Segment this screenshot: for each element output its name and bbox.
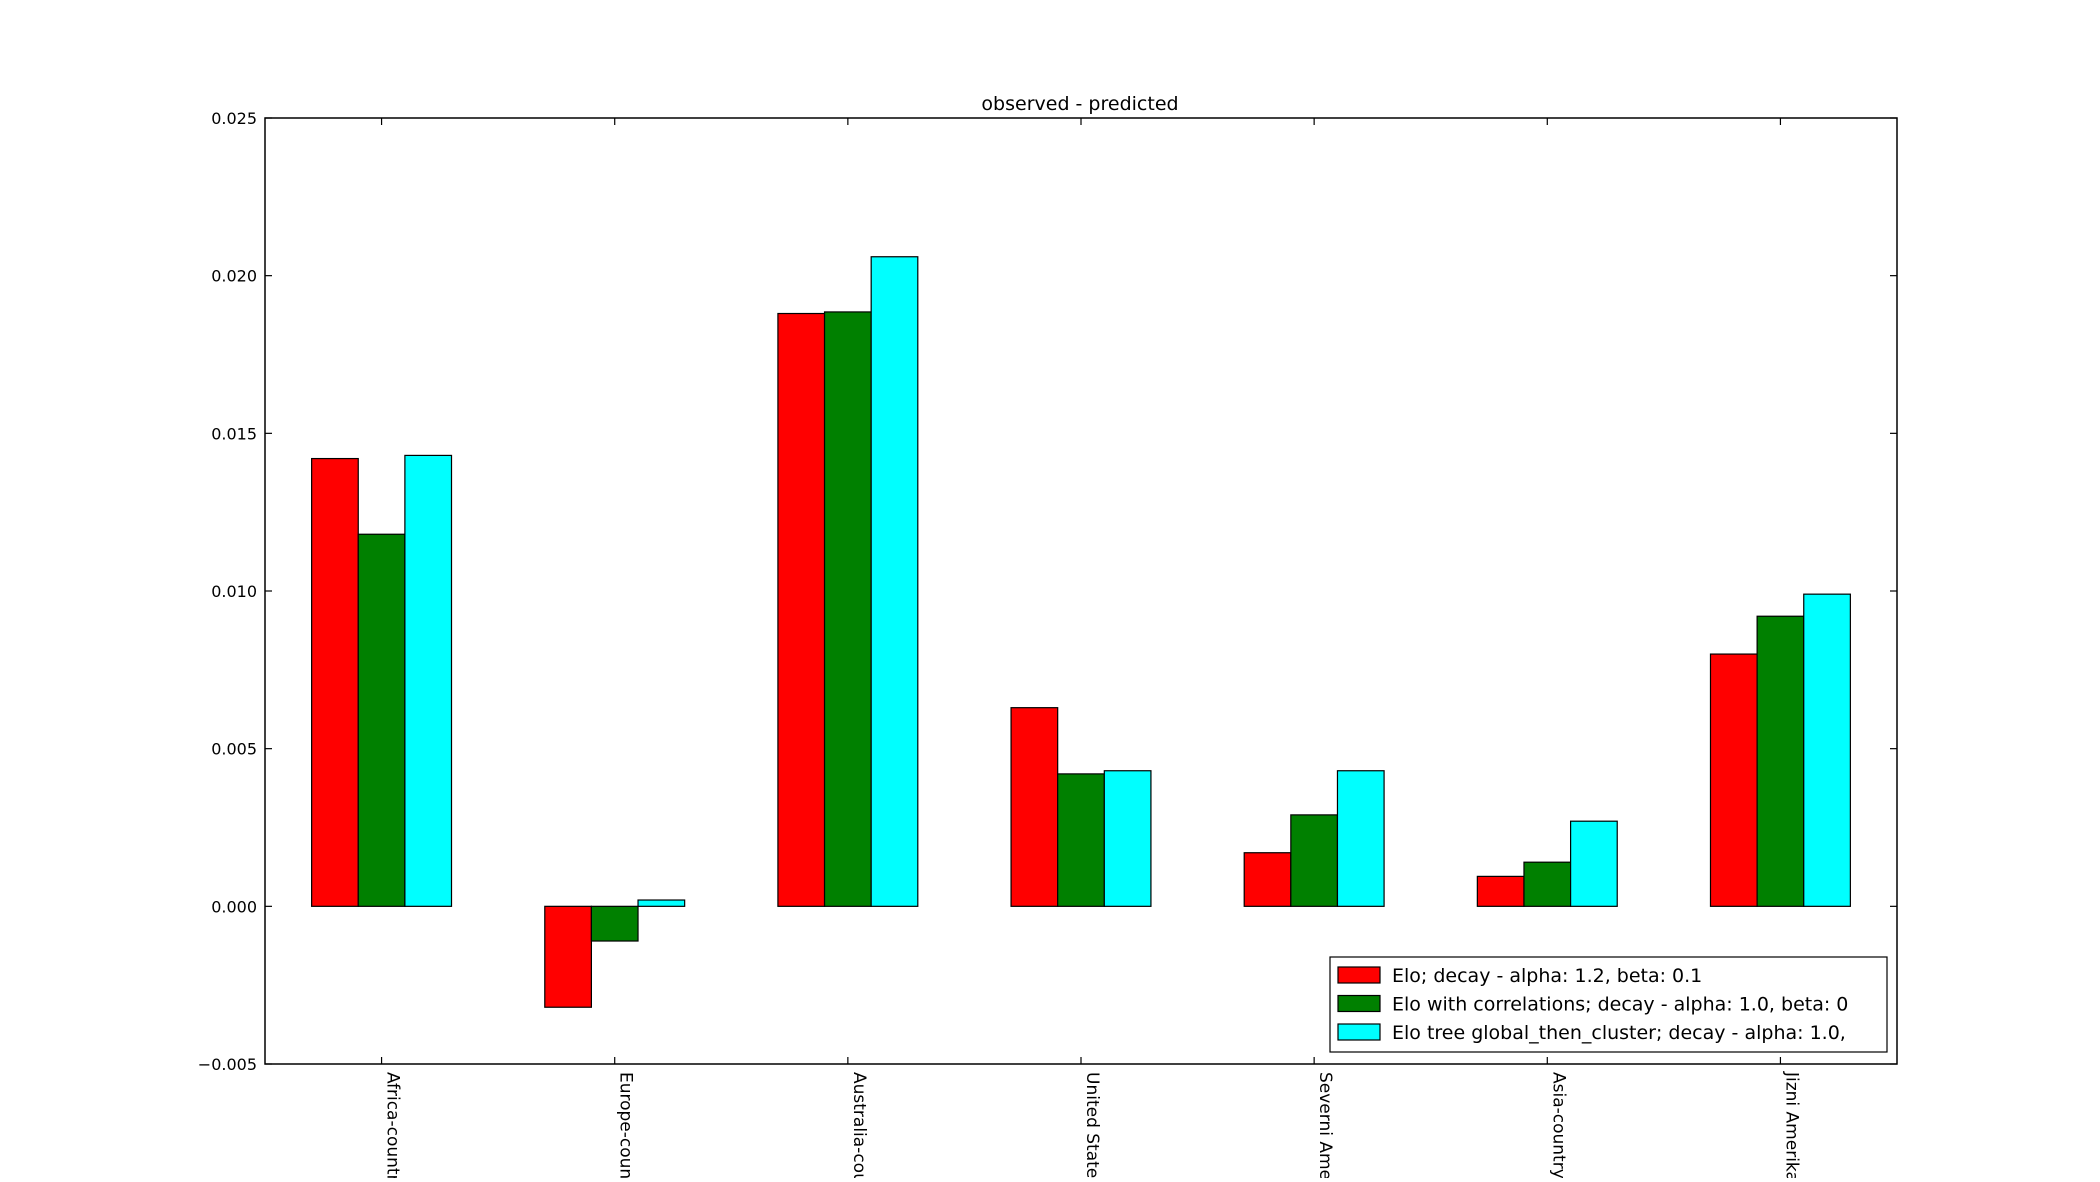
bar-2-7	[1756, 615, 1805, 907]
x-tick-label: Europe-count	[616, 1072, 636, 1178]
bar-3-4	[1103, 770, 1152, 907]
x-tick-label: Africa-country	[383, 1072, 403, 1178]
bar-3-3	[870, 256, 919, 907]
legend-label-3: Elo tree global_then_cluster; decay - al…	[1392, 1022, 1846, 1044]
bar-1-2	[544, 905, 592, 1008]
y-tick-label: −0.005	[198, 1055, 257, 1074]
x-axis: Africa-country Europe-count Australia-cou U…	[380, 118, 1801, 1182]
bar-3-6	[1569, 820, 1618, 907]
legend-swatch-3	[1337, 1023, 1381, 1041]
bar-2-6	[1523, 861, 1572, 907]
bar-1-7	[1709, 653, 1758, 907]
y-tick-label: 0.015	[211, 424, 257, 443]
plot-frame	[264, 117, 1898, 1065]
bar-1-4	[1010, 707, 1059, 907]
bar-1-3	[777, 312, 826, 907]
bar-3-1	[404, 454, 453, 907]
legend-label-2: Elo with correlations; decay - alpha: 1.…	[1392, 994, 1848, 1016]
legend-swatch-1	[1337, 966, 1381, 984]
bars-layer	[311, 256, 1851, 1008]
bar-1-1	[311, 457, 359, 907]
y-axis: −0.005 0.000 0.005 0.010 0.015 0.020 0.025	[198, 109, 1897, 1074]
legend-box	[1329, 956, 1888, 1053]
bar-3-2	[637, 899, 686, 907]
bar-2-4	[1057, 773, 1105, 907]
x-tick-label: Asia-country	[1548, 1072, 1568, 1178]
y-tick-label: 0.000	[211, 897, 257, 916]
x-tick-label: Severni Amer	[1315, 1072, 1335, 1178]
bar-1-6	[1476, 875, 1525, 907]
y-tick-label: 0.025	[211, 109, 257, 128]
x-tick-label: Jizni Amerika-	[1781, 1071, 1801, 1178]
chart-title: observed - predicted	[981, 93, 1178, 115]
bar-2-1	[357, 533, 406, 907]
legend-swatch-2	[1337, 994, 1381, 1013]
x-tick-label: United States	[1082, 1072, 1102, 1178]
legend: Elo; decay - alpha: 1.2, beta: 0.1 Elo wi…	[1329, 956, 1888, 1053]
legend-label-1: Elo; decay - alpha: 1.2, beta: 0.1	[1392, 965, 1702, 987]
x-tick-label: Australia-cou	[849, 1072, 869, 1178]
bar-1-5	[1243, 852, 1292, 907]
y-tick-label: 0.010	[211, 582, 257, 601]
bar-2-3	[823, 311, 872, 907]
bar-3-7	[1803, 593, 1851, 907]
bar-2-5	[1290, 814, 1339, 907]
y-tick-label: 0.005	[211, 740, 257, 759]
bar-2-2	[590, 905, 639, 942]
bar-3-5	[1336, 770, 1385, 907]
y-tick-label: 0.020	[211, 267, 257, 286]
